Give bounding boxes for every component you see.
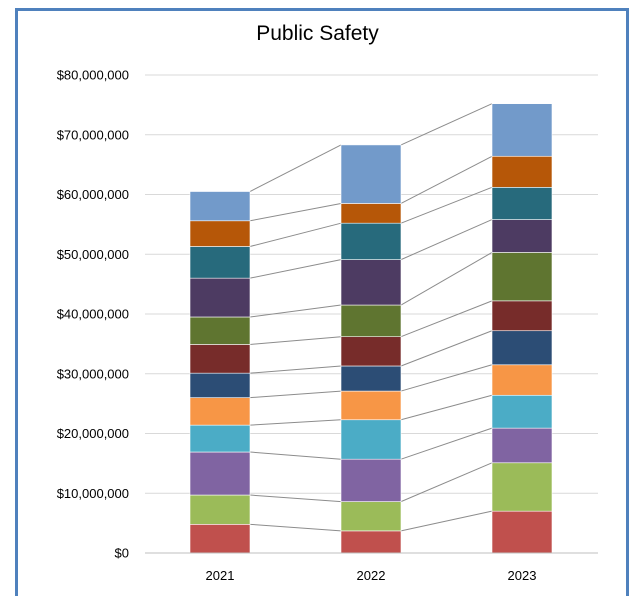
series-line bbox=[249, 304, 342, 318]
y-tick-label: $80,000,000 bbox=[57, 68, 129, 83]
bar-segment bbox=[340, 419, 402, 460]
series-line bbox=[400, 394, 493, 421]
series-line bbox=[400, 252, 493, 306]
bar-segment bbox=[189, 372, 251, 398]
x-tick-label: 2022 bbox=[357, 568, 386, 583]
y-tick-label: $50,000,000 bbox=[57, 247, 129, 262]
series-line bbox=[400, 155, 493, 204]
bar-segment bbox=[189, 451, 251, 496]
bar-segment bbox=[189, 397, 251, 426]
series-line bbox=[400, 219, 493, 261]
bar-segment bbox=[491, 364, 553, 396]
bar-segment bbox=[491, 510, 553, 554]
bar-segment bbox=[340, 530, 402, 554]
series-line bbox=[400, 300, 493, 338]
bar-segment bbox=[340, 144, 402, 204]
series-line bbox=[249, 222, 342, 247]
series-line bbox=[400, 103, 493, 146]
bar-segment bbox=[340, 365, 402, 392]
bar-segment bbox=[340, 336, 402, 367]
bar-segment bbox=[491, 252, 553, 302]
bar-segment bbox=[340, 501, 402, 532]
bar-segment bbox=[340, 390, 402, 421]
bar-segment bbox=[491, 330, 553, 366]
y-tick-label: $70,000,000 bbox=[57, 127, 129, 142]
series-line bbox=[249, 451, 342, 460]
series-line bbox=[249, 390, 342, 399]
bar-segment bbox=[189, 246, 251, 279]
chart-title: Public Safety bbox=[256, 22, 379, 45]
bar-segment bbox=[491, 187, 553, 220]
series-line bbox=[249, 523, 342, 532]
series-line bbox=[400, 462, 493, 503]
bar-segment bbox=[491, 300, 553, 332]
bar-segment bbox=[340, 259, 402, 306]
series-line bbox=[400, 330, 493, 367]
y-tick-label: $20,000,000 bbox=[57, 426, 129, 441]
bar-segment bbox=[340, 458, 402, 502]
series-line bbox=[249, 494, 342, 503]
x-tick-label: 2023 bbox=[508, 568, 537, 583]
bar-segment bbox=[189, 494, 251, 525]
y-tick-label: $0 bbox=[115, 546, 129, 561]
series-line bbox=[400, 364, 493, 392]
y-tick-label: $40,000,000 bbox=[57, 307, 129, 322]
bar-segment bbox=[189, 316, 251, 345]
bar-segment bbox=[491, 462, 553, 512]
bar-segment bbox=[189, 220, 251, 247]
x-tick-label: 2021 bbox=[206, 568, 235, 583]
bar-segment bbox=[340, 304, 402, 338]
bar-segment bbox=[189, 191, 251, 222]
y-tick-label: $30,000,000 bbox=[57, 366, 129, 381]
y-tick-label: $60,000,000 bbox=[57, 187, 129, 202]
series-line bbox=[249, 336, 342, 345]
bar-segment bbox=[491, 427, 553, 464]
bar-segment bbox=[340, 203, 402, 224]
series-line bbox=[400, 186, 493, 224]
y-tick-label: $10,000,000 bbox=[57, 486, 129, 501]
series-line bbox=[249, 202, 342, 222]
bar-segment bbox=[189, 424, 251, 453]
series-line bbox=[249, 259, 342, 279]
bar-segment bbox=[491, 394, 553, 429]
bar-segment bbox=[189, 277, 251, 318]
series-line bbox=[400, 427, 493, 460]
series-line bbox=[400, 510, 493, 532]
bar-segment bbox=[340, 222, 402, 260]
series-line bbox=[249, 419, 342, 426]
bar-segment bbox=[491, 155, 553, 188]
series-line bbox=[249, 144, 342, 192]
bar-segment bbox=[189, 344, 251, 374]
bar-segment bbox=[491, 103, 553, 157]
bar-segment bbox=[491, 219, 553, 253]
series-line bbox=[249, 365, 342, 374]
bar-segment bbox=[189, 524, 251, 554]
